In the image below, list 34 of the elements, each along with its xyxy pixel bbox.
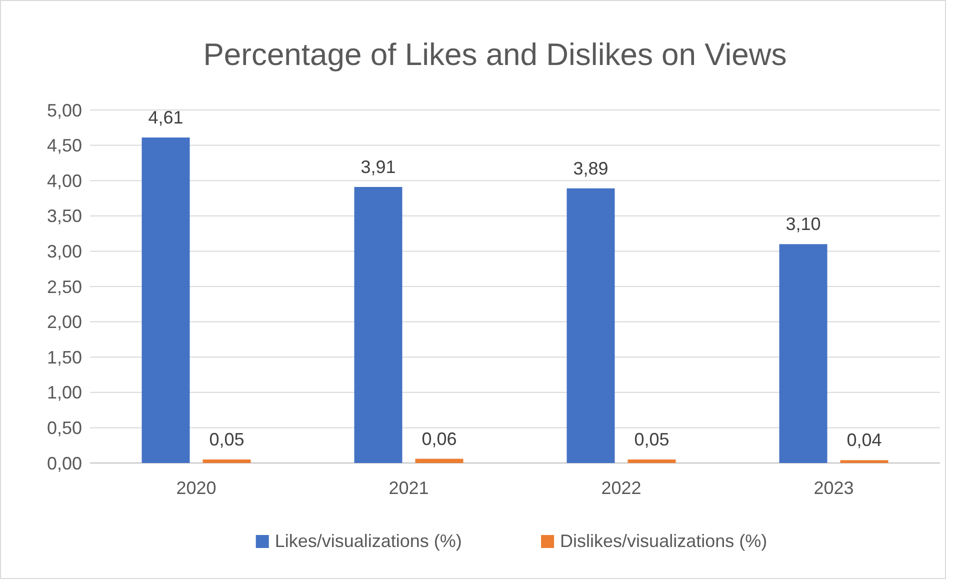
data-label: 3,89 (573, 158, 608, 178)
y-tick-label: 5,00 (46, 100, 82, 120)
x-tick-label: 2021 (388, 478, 429, 498)
legend-label: Dislikes/visualizations (%) (560, 531, 768, 551)
bar (779, 244, 828, 463)
y-tick-label: 3,00 (46, 242, 82, 262)
bar (628, 459, 676, 463)
y-tick-label: 0,50 (46, 418, 82, 438)
y-tick-label: 0,00 (46, 453, 82, 474)
data-label: 3,10 (786, 214, 821, 234)
data-label: 0,06 (422, 428, 457, 449)
data-label: 0,05 (209, 429, 244, 450)
bar (840, 460, 888, 463)
data-label: 3,91 (360, 156, 396, 177)
chart-title: Percentage of Likes and Dislikes on Views (203, 37, 787, 72)
y-tick-label: 1,50 (46, 347, 82, 368)
bar (415, 458, 464, 463)
legend-label: Likes/visualizations (%) (274, 531, 462, 551)
x-tick-label: 2020 (176, 478, 216, 498)
data-label: 4,61 (148, 108, 184, 128)
bar (142, 138, 190, 463)
y-tick-label: 4,00 (46, 170, 82, 191)
data-label: 0,05 (634, 429, 670, 450)
bar (354, 186, 402, 463)
y-tick-label: 3,50 (46, 206, 82, 226)
x-tick-label: 2022 (601, 478, 642, 498)
x-tick-label: 2023 (814, 478, 854, 498)
y-tick-label: 1,00 (46, 382, 82, 403)
y-tick-label: 2,50 (46, 276, 82, 297)
bar (202, 459, 251, 463)
bar (566, 188, 615, 463)
y-tick-label: 2,00 (46, 312, 82, 332)
data-label: 0,04 (846, 430, 882, 450)
y-tick-label: 4,50 (46, 136, 82, 156)
